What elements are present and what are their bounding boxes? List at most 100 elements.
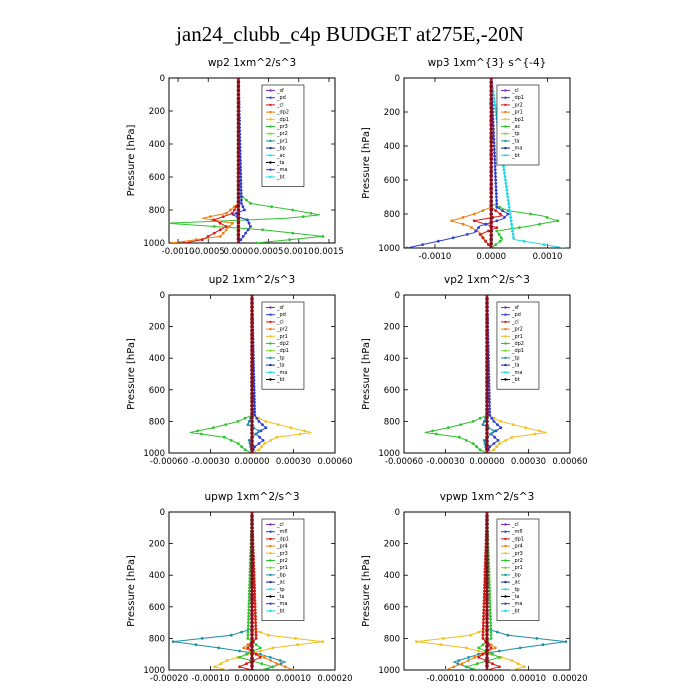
legend-marker: [504, 356, 507, 360]
data-point: [492, 448, 496, 452]
data-point: [239, 188, 243, 192]
data-point: [499, 236, 503, 240]
zero-profile-point: [236, 171, 241, 175]
zero-profile-point: [485, 332, 489, 337]
legend-label: _cl: [511, 319, 519, 325]
data-point: [508, 212, 512, 216]
data-point: [296, 643, 299, 647]
zero-profile-point: [250, 447, 254, 451]
data-point: [488, 404, 491, 407]
legend-marker: [504, 530, 507, 533]
zero-profile-point: [489, 203, 494, 208]
zero-profile-point: [236, 233, 241, 237]
zero-profile-point: [250, 360, 254, 364]
data-point: [247, 439, 251, 442]
legend: _cl_mfl_dp1_pr4_pr3_pr2_pr1_bp_ac_tp_ta_…: [496, 518, 540, 621]
data-point: [504, 182, 508, 185]
legend-label: _pr4: [511, 544, 523, 550]
legend-marker: [504, 89, 507, 92]
zero-profile-point: [485, 628, 489, 633]
zero-profile-point: [489, 186, 494, 191]
y-tick-label: 600: [149, 603, 165, 613]
data-point: [475, 445, 478, 449]
zero-profile-point: [250, 368, 254, 372]
data-point: [488, 397, 491, 401]
data-point: [212, 225, 216, 228]
legend-label: _dp2: [511, 341, 524, 347]
data-point: [243, 448, 247, 452]
data-point: [484, 239, 487, 243]
legend-marker: [504, 378, 507, 381]
y-tick-label: 800: [384, 210, 400, 220]
data-point: [269, 439, 273, 442]
zero-profile-point: [489, 165, 494, 170]
data-point: [249, 202, 252, 205]
legend-marker: [269, 168, 272, 171]
zero-profile-point: [489, 229, 494, 233]
data-point: [482, 621, 485, 624]
zero-profile-point: [489, 144, 494, 148]
data-point: [224, 211, 228, 215]
zero-profile-point: [250, 328, 254, 333]
legend-marker: [269, 544, 272, 548]
y-axis-label: Pressure [hPa]: [361, 127, 372, 199]
data-point: [492, 429, 496, 433]
data-point: [495, 199, 498, 202]
legend-label: _dp2: [276, 110, 289, 116]
legend-label: _pr2: [511, 327, 523, 333]
y-tick-label: 1000: [378, 244, 400, 254]
data-point: [495, 219, 499, 223]
zero-profile-point: [485, 447, 489, 451]
zero-profile-point: [236, 195, 241, 200]
data-point: [493, 158, 497, 162]
y-tick-label: 600: [384, 386, 400, 396]
legend-label: _ac: [276, 153, 286, 159]
x-tick-label: 0.00000: [234, 457, 269, 467]
zero-profile-point: [489, 80, 494, 85]
legend-label: _pr3: [511, 551, 523, 557]
data-point: [261, 439, 265, 442]
zero-profile-point: [485, 439, 489, 443]
data-point: [246, 630, 250, 634]
x-tick-label: 0.00030: [511, 457, 546, 467]
x-tick-label: -0.00030: [426, 457, 464, 467]
zero-profile-point: [489, 212, 494, 216]
data-point: [254, 627, 258, 631]
data-point: [494, 188, 498, 192]
data-point: [231, 211, 234, 215]
zero-profile-point: [485, 545, 489, 550]
data-point: [492, 134, 496, 138]
zero-profile-point: [236, 146, 241, 150]
zero-profile-point: [236, 142, 241, 146]
data-point: [538, 222, 541, 226]
data-point: [210, 218, 214, 222]
data-point: [509, 216, 512, 219]
data-point: [452, 665, 456, 669]
data-point: [247, 592, 251, 596]
data-point: [522, 239, 526, 243]
zero-profile-point: [485, 565, 489, 570]
data-point: [481, 624, 485, 628]
legend-label: _dp1: [511, 348, 524, 354]
data-point: [489, 637, 493, 640]
data-point: [489, 432, 493, 436]
legend-marker: [504, 602, 507, 605]
legend-marker: [504, 132, 507, 135]
zero-profile-point: [485, 518, 489, 522]
zero-profile-point: [489, 152, 494, 157]
data-point: [488, 401, 491, 404]
data-point: [535, 637, 539, 640]
zero-profile-point: [236, 187, 241, 192]
data-point: [498, 665, 501, 669]
data-point: [456, 662, 460, 666]
data-point: [533, 432, 537, 436]
x-tick-label: 0.00000: [469, 457, 504, 467]
data-point: [224, 228, 228, 232]
zero-profile-point: [250, 589, 254, 593]
x-tick-label: -0.00020: [150, 674, 188, 684]
zero-profile-point: [236, 121, 241, 126]
data-point: [461, 216, 465, 219]
data-point: [249, 225, 252, 228]
series-group: [424, 295, 547, 453]
